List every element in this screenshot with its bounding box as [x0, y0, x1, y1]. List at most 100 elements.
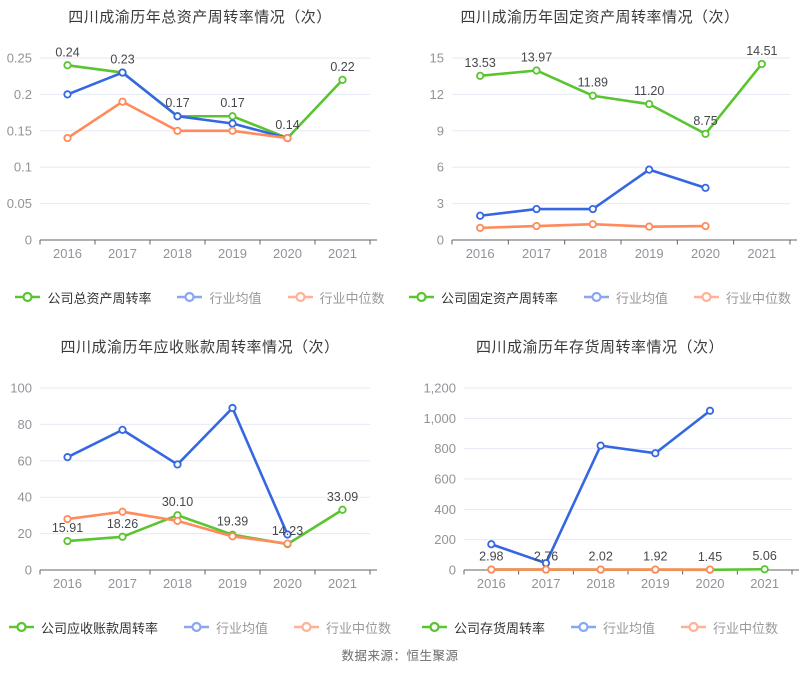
data-point-company [118, 532, 127, 541]
chart-receivables-turnover: 四川成渝历年应收账款周转率情况（次） 0 20 40 60 80 100 2016 2017 2… [0, 330, 400, 660]
line-series-icon [8, 621, 34, 633]
y-axis-tick-label: 12 [430, 87, 444, 102]
data-point-industry_median [63, 514, 72, 524]
point-value-label: 0.17 [165, 96, 189, 110]
y-axis-tick-label: 0 [25, 563, 32, 578]
data-point-industry_mean [283, 530, 292, 539]
legend-item-industry_mean[interactable]: 行业均值 [583, 288, 668, 307]
legend-label: 行业中位数 [726, 290, 792, 306]
data-point-industry_median [118, 507, 127, 516]
point-value-label: 8.75 [693, 114, 717, 128]
data-point-industry_median [118, 97, 127, 106]
point-value-label: 11.89 [578, 76, 608, 90]
y-axis-tick-label: 1,200 [423, 381, 456, 396]
line-series-icon [681, 621, 706, 633]
line-series-icon [294, 621, 319, 633]
data-point-company [63, 536, 72, 546]
point-value-label: 0.17 [220, 96, 244, 110]
point-value-label: 19.39 [217, 515, 248, 529]
y-axis-tick-label: 0.25 [7, 51, 32, 66]
point-value-label: 1.92 [643, 550, 667, 564]
line-chart: 0 200 400 600 800 1,000 1,200 2016 2017 2018 2019 2… [423, 381, 799, 591]
chart-title: 四川成渝历年总资产周转率情况（次） [68, 9, 332, 26]
line-series-icon [183, 621, 209, 633]
y-axis-tick-label: 20 [18, 526, 32, 541]
line-series-icon [287, 291, 313, 303]
data-point-industry_mean [228, 403, 237, 413]
data-point-industry_mean [701, 183, 710, 192]
chart-legend: 公司应收账款周转率 行业均值 行业中位数 [0, 618, 400, 636]
line-series-icon [694, 291, 719, 303]
y-axis-tick-label: 0.05 [7, 196, 32, 211]
legend-item-industry_median[interactable]: 行业中位数 [287, 288, 385, 307]
y-axis-tick-label: 0.2 [14, 87, 32, 102]
x-axis-tick-label: 2016 [477, 576, 506, 591]
data-point-company [63, 61, 72, 70]
data-point-industry_mean [588, 204, 597, 214]
x-axis-tick-label: 2017 [108, 576, 137, 591]
data-point-industry_median [283, 539, 292, 548]
legend-item-industry_median[interactable]: 行业中位数 [681, 618, 778, 637]
data-point-industry_median [588, 220, 597, 229]
x-axis-tick-label: 2018 [586, 576, 615, 591]
x-axis-tick-label: 2016 [466, 246, 495, 261]
data-point-industry_mean [228, 119, 237, 128]
x-axis-tick-label: 2020 [273, 246, 302, 261]
legend-item-industry_median[interactable]: 行业中位数 [294, 618, 391, 637]
x-axis-tick-label: 2021 [747, 246, 776, 261]
x-axis-tick-label: 2020 [273, 576, 302, 591]
data-point-company [645, 100, 654, 109]
y-axis-tick-label: 60 [18, 453, 32, 468]
data-point-industry_mean [63, 90, 72, 99]
line-chart: 0 20 40 60 80 100 2016 2017 2018 2019 2020 2021 15.9… [10, 381, 377, 591]
x-axis-tick-label: 2017 [532, 576, 561, 591]
point-value-label: 13.97 [521, 50, 552, 64]
y-axis-tick-label: 0 [25, 233, 32, 248]
legend-label: 行业中位数 [713, 620, 779, 636]
legend-label: 行业均值 [215, 620, 268, 636]
y-axis-tick-label: 1,000 [423, 411, 456, 426]
data-point-industry_median [173, 516, 182, 525]
chart-title: 四川成渝历年应收账款周转率情况（次） [60, 339, 340, 356]
legend-label: 公司固定资产周转率 [440, 290, 558, 306]
legend-item-company[interactable]: 公司存货周转率 [421, 618, 545, 637]
point-value-label: 2.02 [588, 550, 612, 564]
data-point-company [338, 75, 347, 84]
line-series-icon [408, 291, 434, 303]
data-point-company [757, 59, 766, 69]
legend-item-company[interactable]: 公司应收账款周转率 [8, 618, 158, 637]
data-point-company [228, 112, 237, 121]
data-point-industry_mean [173, 112, 182, 121]
y-axis-tick-label: 0.1 [14, 160, 32, 175]
line-series-icon [177, 291, 203, 303]
data-point-company [476, 71, 485, 80]
y-axis-tick-label: 600 [434, 472, 456, 487]
data-point-industry_median [532, 221, 541, 231]
data-point-company [588, 91, 597, 100]
legend-item-industry_mean[interactable]: 行业均值 [183, 618, 268, 637]
x-axis-tick-label: 2020 [696, 576, 725, 591]
legend-item-company[interactable]: 公司固定资产周转率 [408, 288, 558, 307]
point-value-label: 14.23 [272, 524, 303, 538]
data-point-industry_median [541, 565, 551, 574]
data-point-industry_mean [118, 68, 127, 77]
data-point-company [338, 505, 347, 514]
line-chart: 0 0.05 0.1 0.15 0.2 0.25 2016 2017 2018 2019 2020 2… [7, 45, 377, 261]
data-point-industry_median [476, 223, 485, 232]
point-value-label: 0.24 [55, 45, 79, 59]
y-axis-tick-label: 15 [430, 51, 444, 66]
legend-item-industry_median[interactable]: 行业中位数 [694, 288, 791, 307]
data-point-industry_mean [476, 211, 485, 220]
point-value-label: 15.91 [52, 521, 83, 535]
data-point-industry_mean [487, 540, 496, 549]
chart-legend: 公司固定资产周转率 行业均值 行业中位数 [400, 288, 800, 306]
x-axis-tick-label: 2019 [641, 576, 670, 591]
legend-label: 行业均值 [602, 620, 655, 636]
y-axis-tick-label: 800 [434, 441, 456, 456]
legend-item-industry_mean[interactable]: 行业均值 [177, 288, 262, 307]
legend-item-industry_mean[interactable]: 行业均值 [570, 618, 655, 637]
legend-item-company[interactable]: 公司总资产周转率 [15, 288, 151, 307]
x-axis-tick-label: 2019 [635, 246, 664, 261]
point-value-label: 11.20 [634, 84, 664, 98]
point-value-label: 2.76 [534, 550, 558, 564]
